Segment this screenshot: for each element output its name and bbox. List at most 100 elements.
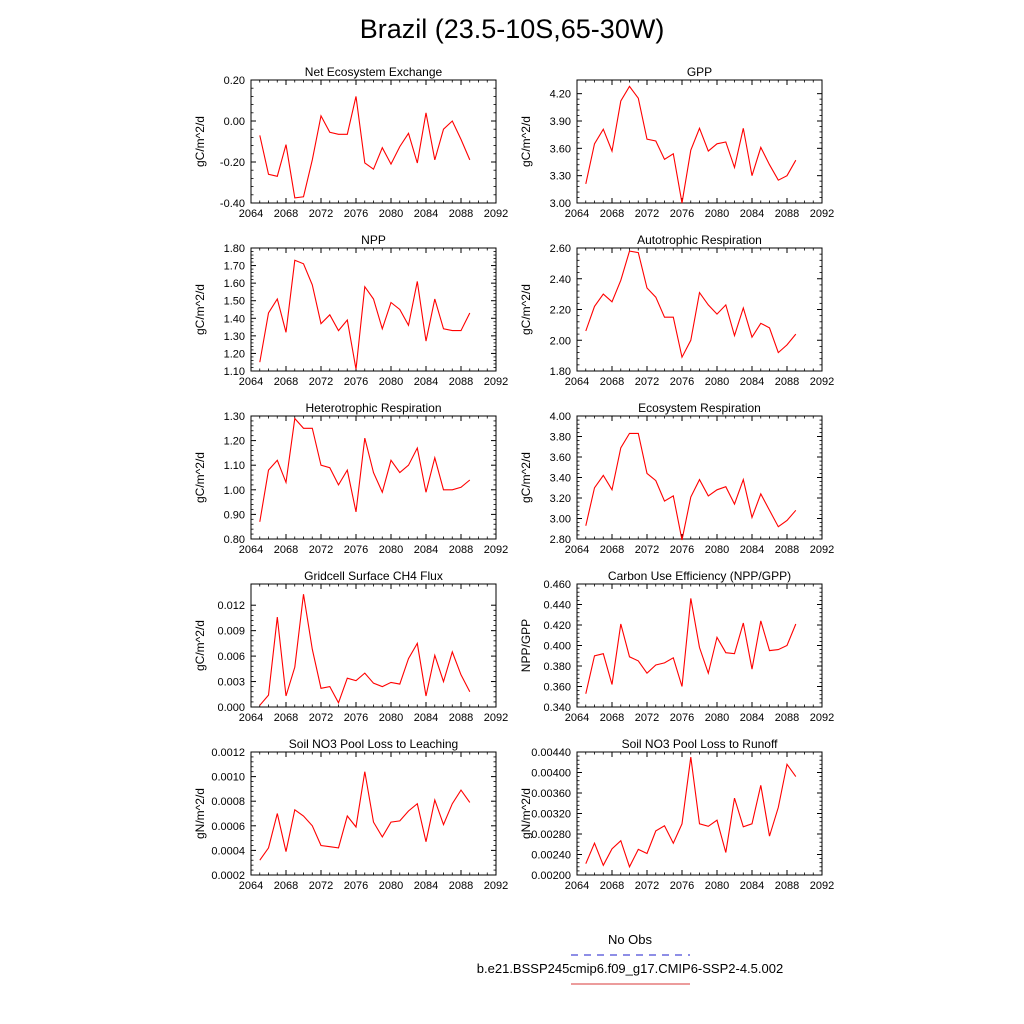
plot-frame bbox=[576, 247, 823, 372]
x-tick-label: 2084 bbox=[740, 712, 764, 724]
x-tick-label: 2068 bbox=[274, 208, 298, 220]
y-tick-label: 1.50 bbox=[224, 296, 245, 308]
chart-panel: Soil NO3 Pool Loss to Runoff gN/m^2/d 2064… bbox=[519, 737, 834, 892]
x-tick-label: 2072 bbox=[309, 544, 333, 556]
x-tick-label: 2080 bbox=[705, 544, 729, 556]
x-tick-label: 2064 bbox=[565, 880, 589, 892]
y-tick-label: 0.440 bbox=[543, 600, 571, 612]
x-tick-label: 2076 bbox=[670, 880, 694, 892]
y-axis-label: gN/m^2/d bbox=[193, 788, 207, 839]
y-axis-label: NPP/GPP bbox=[519, 619, 533, 672]
y-tick-label: 0.00400 bbox=[531, 768, 571, 780]
x-tick-label: 2064 bbox=[565, 544, 589, 556]
panel-title: Ecosystem Respiration bbox=[638, 401, 761, 415]
x-tick-label: 2084 bbox=[740, 880, 764, 892]
panel-title: Carbon Use Efficiency (NPP/GPP) bbox=[608, 569, 791, 583]
x-tick-label: 2068 bbox=[600, 880, 624, 892]
y-tick-label: -0.20 bbox=[220, 157, 245, 169]
x-tick-label: 2080 bbox=[705, 880, 729, 892]
x-tick-label: 2080 bbox=[705, 376, 729, 388]
plot-frame bbox=[250, 247, 497, 372]
x-tick-label: 2092 bbox=[484, 376, 508, 388]
x-tick-label: 2088 bbox=[775, 208, 799, 220]
x-tick-label: 2072 bbox=[309, 712, 333, 724]
x-tick-label: 2084 bbox=[414, 712, 438, 724]
y-tick-label: 1.30 bbox=[224, 411, 245, 423]
x-tick-label: 2064 bbox=[239, 880, 263, 892]
y-tick-label: 3.30 bbox=[550, 171, 571, 183]
y-tick-label: 0.00360 bbox=[531, 788, 571, 800]
y-tick-label: 0.0012 bbox=[211, 747, 245, 759]
panel-title: Heterotrophic Respiration bbox=[305, 401, 441, 415]
y-tick-label: 0.006 bbox=[217, 651, 245, 663]
y-tick-label: 0.0004 bbox=[211, 845, 245, 857]
y-tick-label: 2.80 bbox=[550, 534, 571, 546]
y-tick-label: 1.80 bbox=[550, 366, 571, 378]
x-tick-label: 2088 bbox=[449, 544, 473, 556]
y-tick-label: 1.20 bbox=[224, 348, 245, 360]
x-tick-label: 2080 bbox=[379, 376, 403, 388]
x-tick-label: 2088 bbox=[449, 376, 473, 388]
x-tick-label: 2076 bbox=[344, 544, 368, 556]
series-line bbox=[585, 85, 797, 204]
y-tick-label: 1.10 bbox=[224, 366, 245, 378]
series-line bbox=[259, 594, 471, 706]
chart-panel: Soil NO3 Pool Loss to Leaching gN/m^2/d 20… bbox=[193, 737, 508, 892]
y-tick-label: -0.40 bbox=[220, 198, 245, 210]
x-tick-label: 2084 bbox=[414, 544, 438, 556]
panel-title: NPP bbox=[361, 233, 386, 247]
x-tick-label: 2072 bbox=[309, 376, 333, 388]
y-tick-label: 0.012 bbox=[217, 600, 245, 612]
y-tick-label: 0.009 bbox=[217, 626, 245, 638]
x-tick-label: 2064 bbox=[239, 544, 263, 556]
y-tick-label: 3.90 bbox=[550, 116, 571, 128]
x-tick-label: 2076 bbox=[344, 208, 368, 220]
y-tick-label: 0.0010 bbox=[211, 772, 245, 784]
x-tick-label: 2068 bbox=[274, 880, 298, 892]
x-tick-label: 2068 bbox=[274, 544, 298, 556]
x-tick-label: 2068 bbox=[600, 712, 624, 724]
series-line bbox=[585, 432, 797, 541]
x-tick-label: 2072 bbox=[635, 880, 659, 892]
x-tick-label: 2092 bbox=[810, 208, 834, 220]
plot-frame bbox=[250, 415, 497, 540]
x-tick-label: 2088 bbox=[449, 712, 473, 724]
panel-title: Net Ecosystem Exchange bbox=[305, 65, 443, 79]
x-tick-label: 2088 bbox=[449, 208, 473, 220]
y-tick-label: 3.20 bbox=[550, 493, 571, 505]
y-tick-label: 0.360 bbox=[543, 682, 571, 694]
x-tick-label: 2076 bbox=[344, 376, 368, 388]
y-tick-label: 0.20 bbox=[224, 75, 245, 87]
y-tick-label: 0.460 bbox=[543, 579, 571, 591]
y-tick-label: 3.60 bbox=[550, 452, 571, 464]
x-tick-label: 2092 bbox=[810, 880, 834, 892]
y-tick-label: 0.00240 bbox=[531, 850, 571, 862]
y-axis-label: gC/m^2/d bbox=[519, 452, 533, 503]
chart-panel: Carbon Use Efficiency (NPP/GPP) NPP/GPP 20… bbox=[519, 569, 834, 724]
y-tick-label: 3.80 bbox=[550, 432, 571, 444]
x-tick-label: 2068 bbox=[274, 712, 298, 724]
series-line bbox=[259, 417, 471, 522]
y-tick-label: 2.20 bbox=[550, 305, 571, 317]
panel-title: Soil NO3 Pool Loss to Runoff bbox=[622, 737, 779, 751]
x-tick-label: 2088 bbox=[775, 880, 799, 892]
x-tick-label: 2080 bbox=[379, 544, 403, 556]
y-tick-label: 3.60 bbox=[550, 143, 571, 155]
series-line bbox=[259, 259, 471, 370]
y-tick-label: 0.0008 bbox=[211, 796, 245, 808]
y-tick-label: 3.00 bbox=[550, 514, 571, 526]
x-tick-label: 2064 bbox=[565, 712, 589, 724]
series-line bbox=[585, 250, 797, 359]
x-tick-label: 2064 bbox=[239, 208, 263, 220]
x-tick-label: 2084 bbox=[740, 208, 764, 220]
y-tick-label: 1.60 bbox=[224, 278, 245, 290]
series-line bbox=[259, 771, 471, 861]
x-tick-label: 2072 bbox=[635, 376, 659, 388]
chart-panel: Ecosystem Respiration gC/m^2/d 2064 2068 207… bbox=[519, 401, 834, 556]
x-tick-label: 2092 bbox=[484, 208, 508, 220]
y-axis-label: gC/m^2/d bbox=[519, 116, 533, 167]
chart-panel: Net Ecosystem Exchange gC/m^2/d 2064 2068 20… bbox=[193, 65, 508, 220]
y-tick-label: 2.00 bbox=[550, 335, 571, 347]
x-tick-label: 2072 bbox=[309, 208, 333, 220]
x-tick-label: 2080 bbox=[379, 880, 403, 892]
